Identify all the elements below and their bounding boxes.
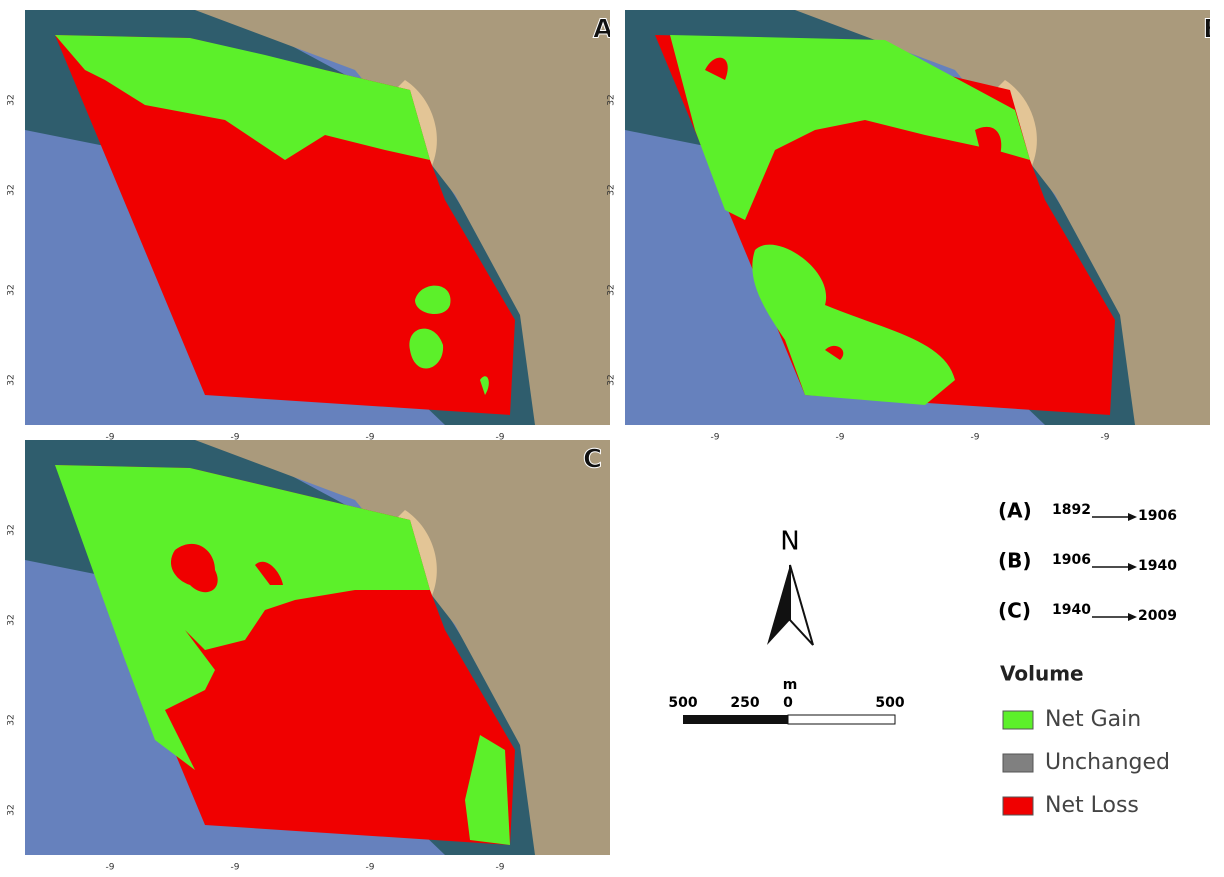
scale-label: 500 <box>668 695 697 711</box>
arrow-head <box>1128 513 1137 521</box>
x-tick-label: -9 <box>106 863 115 873</box>
period-label: (C) <box>998 599 1031 623</box>
panel-letter: C <box>583 445 602 475</box>
scale-white <box>788 715 895 724</box>
x-tick-label: -9 <box>1101 433 1110 443</box>
legend-title: Volume <box>1000 662 1084 686</box>
legend-label: Unchanged <box>1045 750 1170 775</box>
scale-label: 0 <box>783 695 793 711</box>
period-from: 1906 <box>1052 552 1091 568</box>
scale-label: 250 <box>730 695 759 711</box>
arrow-head <box>1128 563 1137 571</box>
legend-swatch <box>1003 754 1033 772</box>
y-tick-label: 32 <box>607 284 617 295</box>
map-content: A <box>25 10 613 425</box>
arrow-right <box>790 565 813 645</box>
y-tick-label: 32 <box>7 714 17 725</box>
y-tick-label: 32 <box>607 94 617 105</box>
legend-swatch <box>1003 797 1033 815</box>
period-from: 1940 <box>1052 602 1091 618</box>
period-to: 2009 <box>1138 608 1177 624</box>
map-content: C <box>25 440 610 855</box>
y-tick-label: 32 <box>7 94 17 105</box>
period-label: (B) <box>998 549 1032 573</box>
y-tick-label: 32 <box>7 524 17 535</box>
period-from: 1892 <box>1052 502 1091 518</box>
arrow-left <box>767 565 790 645</box>
map-panel: B -9 -9 -9 -9 32 32 32 32 <box>607 10 1223 443</box>
legend-swatch <box>1003 711 1033 729</box>
y-tick-label: 32 <box>7 284 17 295</box>
x-tick-label: -9 <box>836 433 845 443</box>
x-tick-label: -9 <box>496 863 505 873</box>
y-tick-label: 32 <box>607 374 617 385</box>
legend-label: Net Loss <box>1045 793 1139 818</box>
map-content: B <box>625 10 1223 425</box>
x-tick-label: -9 <box>231 863 240 873</box>
panel-letter: B <box>1203 15 1223 45</box>
y-tick-label: 32 <box>7 804 17 815</box>
x-tick-label: -9 <box>366 863 375 873</box>
scale-unit: m <box>783 677 798 693</box>
y-tick-label: 32 <box>7 184 17 195</box>
figure: N m Volume A -9 -9 -9 -9 32 32 32 32 B -9 -9 -9 -9 32 3… <box>0 0 1224 877</box>
period-label: (A) <box>998 499 1032 523</box>
panel-letter: A <box>593 15 613 45</box>
y-tick-label: 32 <box>607 184 617 195</box>
north-label: N <box>780 527 799 557</box>
north-arrow: N <box>767 527 813 646</box>
map-panel: C -9 -9 -9 -9 32 32 32 32 <box>7 440 611 873</box>
period-to: 1940 <box>1138 558 1177 574</box>
x-tick-label: -9 <box>711 433 720 443</box>
arrow-head <box>1128 613 1137 621</box>
scale-black <box>683 715 788 724</box>
y-tick-label: 32 <box>7 614 17 625</box>
y-tick-label: 32 <box>7 374 17 385</box>
period-to: 1906 <box>1138 508 1177 524</box>
scale-label: 500 <box>875 695 904 711</box>
legend-label: Net Gain <box>1045 707 1141 732</box>
x-tick-label: -9 <box>971 433 980 443</box>
